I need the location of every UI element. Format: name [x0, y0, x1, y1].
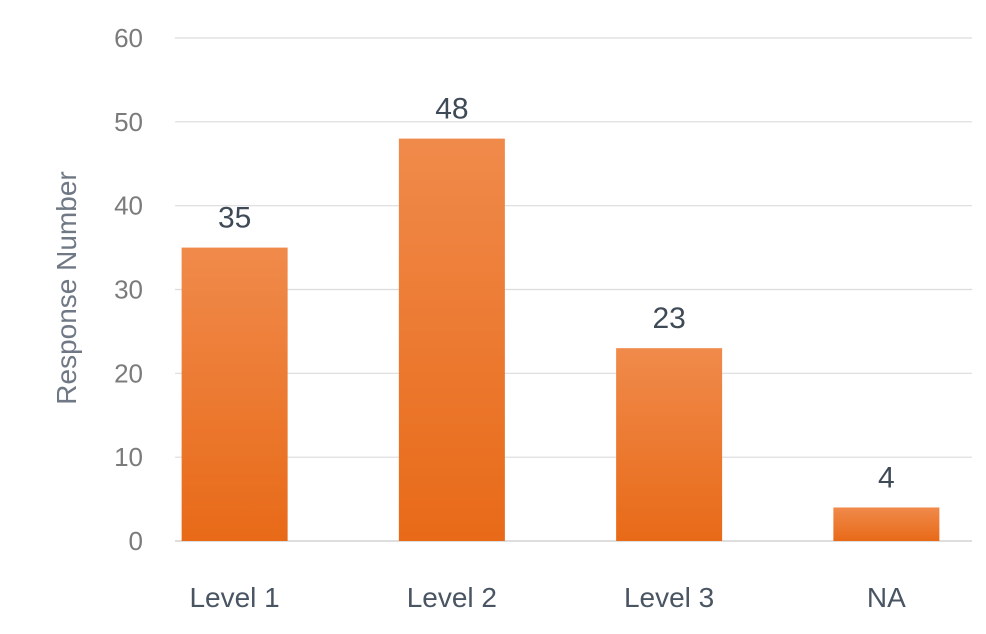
y-tick-label: 40 — [114, 191, 143, 221]
data-label: 23 — [652, 302, 685, 335]
x-category-label: Level 1 — [189, 582, 279, 613]
bar — [181, 247, 288, 542]
x-category-label: NA — [867, 582, 906, 613]
data-label: 35 — [218, 202, 251, 235]
x-category-label: Level 3 — [624, 582, 714, 613]
bar — [616, 348, 723, 541]
bars — [181, 138, 940, 542]
y-axis-ticks: 0 10 20 30 40 50 60 — [114, 23, 143, 556]
gridlines — [175, 37, 972, 542]
y-tick-label: 30 — [114, 275, 143, 305]
bar — [833, 507, 940, 541]
y-tick-label: 60 — [114, 23, 143, 53]
y-tick-label: 20 — [114, 358, 143, 388]
bar — [398, 138, 505, 541]
y-tick-label: 10 — [114, 442, 143, 472]
y-tick-label: 50 — [114, 107, 143, 137]
y-tick-label: 0 — [129, 526, 143, 556]
data-labels: 35 48 23 4 — [218, 93, 895, 495]
x-axis-labels: Level 1 Level 2 Level 3 NA — [189, 582, 906, 613]
y-axis-title: Response Number — [51, 171, 82, 404]
x-category-label: Level 2 — [407, 582, 497, 613]
data-label: 48 — [435, 93, 468, 126]
data-label: 4 — [878, 461, 895, 494]
